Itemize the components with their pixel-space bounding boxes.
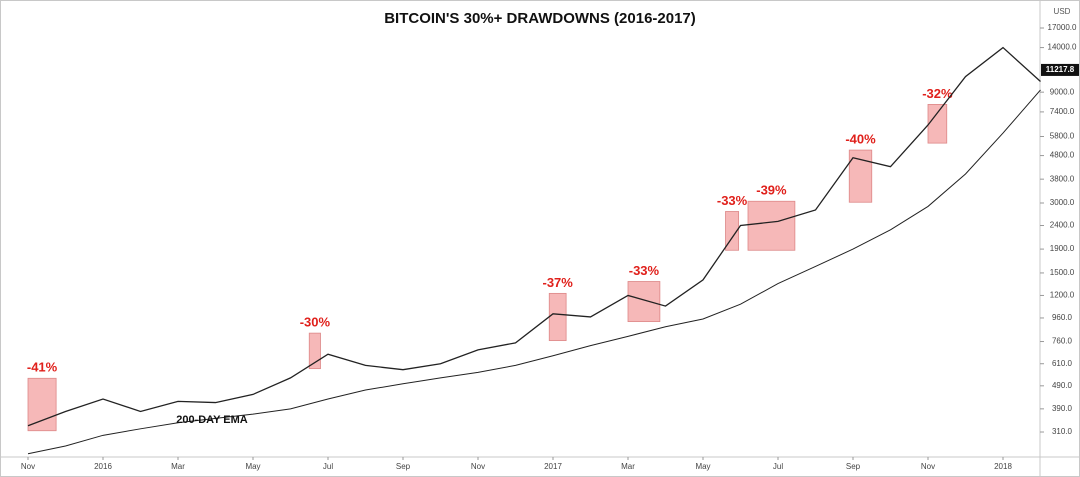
y-tick-label: 2400.0 <box>1050 221 1075 230</box>
series-line <box>27 89 1041 455</box>
x-tick-label: Sep <box>846 462 861 471</box>
y-tick-label: 760.0 <box>1052 337 1073 346</box>
x-tick-label: Sep <box>396 462 411 471</box>
y-tick-label: 960.0 <box>1052 313 1073 322</box>
drawdown-label: -39% <box>756 183 787 198</box>
drawdown-label: -41% <box>27 360 58 375</box>
y-tick-label: 5800.0 <box>1050 132 1075 141</box>
x-tick-label: Mar <box>171 462 185 471</box>
x-tick-label: Nov <box>21 462 35 471</box>
y-tick-label: 9000.0 <box>1050 87 1075 96</box>
drawdown-box <box>548 292 567 342</box>
y-tick-label: 14000.0 <box>1048 43 1077 52</box>
x-tick-label: Jul <box>323 462 333 471</box>
drawdown-label: -33% <box>717 193 748 208</box>
y-tick-label: 1900.0 <box>1050 244 1075 253</box>
drawdown-box <box>308 332 321 370</box>
last-price-label: 11217.8 <box>1046 65 1075 74</box>
x-tick-label: 2017 <box>544 462 562 471</box>
drawdown-box <box>627 281 661 323</box>
drawdown-label: -33% <box>629 263 660 278</box>
y-tick-label: 390.0 <box>1052 404 1073 413</box>
drawdown-label: -37% <box>543 275 574 290</box>
drawdown-label: -32% <box>922 86 953 101</box>
x-tick-label: Mar <box>621 462 635 471</box>
chart-title: BITCOIN'S 30%+ DRAWDOWNS (2016-2017) <box>384 10 696 27</box>
x-tick-label: Jul <box>773 462 783 471</box>
x-tick-label: Nov <box>471 462 485 471</box>
series-line <box>27 46 1041 427</box>
y-tick-label: 610.0 <box>1052 359 1073 368</box>
x-tick-label: 2018 <box>994 462 1012 471</box>
y-tick-label: 490.0 <box>1052 381 1073 390</box>
drawdown-box <box>848 149 873 203</box>
drawdown-box <box>927 104 948 144</box>
drawdown-box <box>725 211 740 251</box>
y-tick-label: 1200.0 <box>1050 291 1075 300</box>
y-tick-label: 4800.0 <box>1050 151 1075 160</box>
x-tick-label: May <box>245 462 260 471</box>
y-tick-label: 17000.0 <box>1048 23 1077 32</box>
y-tick-label: 3000.0 <box>1050 198 1075 207</box>
x-tick-label: 2016 <box>94 462 112 471</box>
drawdown-box <box>27 377 57 432</box>
drawdown-label: -40% <box>845 132 876 147</box>
x-tick-label: May <box>695 462 710 471</box>
y-tick-label: 3800.0 <box>1050 174 1075 183</box>
y-unit: USD <box>1054 7 1071 16</box>
drawdown-box <box>747 200 796 251</box>
x-tick-label: Nov <box>921 462 935 471</box>
y-tick-label: 7400.0 <box>1050 107 1075 116</box>
drawdown-label: -30% <box>300 315 331 330</box>
y-tick-label: 310.0 <box>1052 427 1073 436</box>
last-price-box <box>1041 63 1079 76</box>
y-tick-label: 1500.0 <box>1050 268 1075 277</box>
series-label: 200-DAY EMA <box>176 414 248 426</box>
